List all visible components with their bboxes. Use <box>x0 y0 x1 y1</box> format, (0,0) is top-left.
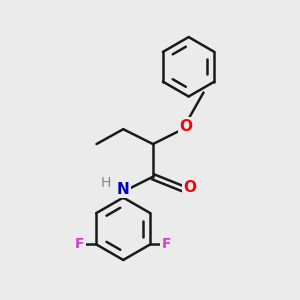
Text: F: F <box>162 237 171 251</box>
Text: F: F <box>75 237 85 251</box>
Text: H: H <box>100 176 111 190</box>
Text: O: O <box>184 180 196 195</box>
Text: N: N <box>117 182 130 197</box>
Text: O: O <box>179 119 192 134</box>
